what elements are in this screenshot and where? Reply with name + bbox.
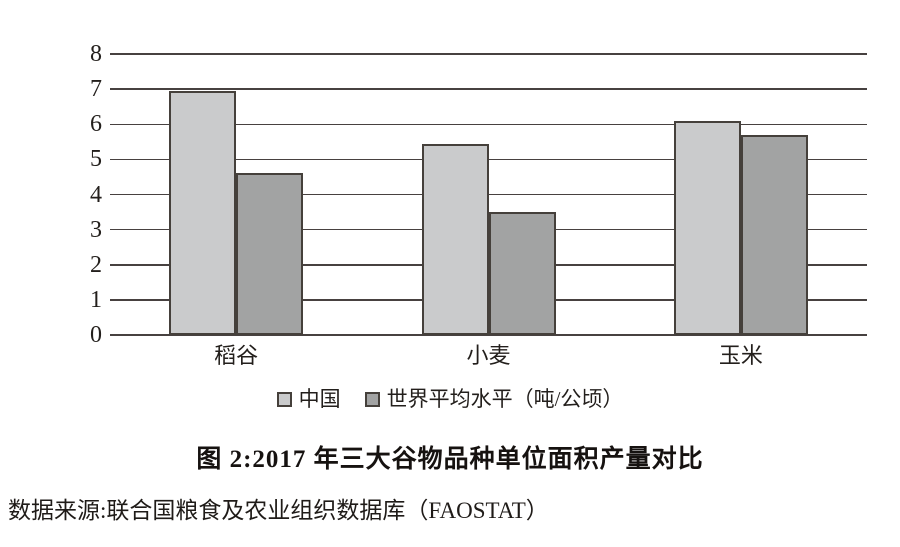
gridline-7	[110, 88, 867, 90]
bar-china-0	[169, 90, 237, 335]
x-axis-category-labels: 稻谷 小麦 玉米	[110, 341, 867, 371]
gridline-6	[110, 123, 867, 125]
plot-area	[110, 53, 867, 336]
legend-swatch-world-average	[364, 391, 380, 407]
bar-world-average-2	[740, 134, 808, 335]
category-label-2: 玉米	[718, 343, 763, 368]
gridline-4	[110, 193, 867, 196]
data-source: 数据来源:联合国粮食及农业组织数据库（FAOSTAT）	[8, 498, 549, 523]
y-tick-label-6: 6	[90, 111, 102, 138]
y-tick-label-8: 8	[90, 41, 102, 67]
gridline-5	[110, 158, 867, 161]
category-label-1: 小麦	[466, 343, 511, 368]
y-tick-label-7: 7	[90, 76, 102, 103]
y-tick-label-4: 4	[90, 181, 102, 208]
y-tick-label-1: 1	[90, 286, 102, 313]
y-tick-label-2: 2	[90, 251, 102, 278]
bar-world-average-1	[488, 212, 556, 335]
y-axis: 0 1 2 3 4 5 6 7 8	[56, 41, 102, 348]
y-tick-label-5: 5	[90, 146, 102, 173]
bar-china-2	[673, 120, 741, 335]
category-label-0: 稻谷	[214, 343, 259, 368]
gridline-0	[110, 334, 867, 336]
bar-world-average-0	[236, 173, 304, 335]
y-tick-label-3: 3	[90, 216, 102, 243]
legend: 中国 世界平均水平（吨/公顷）	[0, 386, 900, 412]
legend-label-china: 中国	[298, 387, 341, 411]
chart-title: 图 2:2017 年三大谷物品种单位面积产量对比	[196, 446, 704, 473]
y-tick-label-0: 0	[90, 322, 102, 348]
bar-china-1	[421, 143, 489, 335]
gridline-8	[110, 53, 867, 55]
legend-swatch-china	[276, 391, 292, 407]
legend-item-world-average: 世界平均水平（吨/公顷）	[364, 386, 624, 412]
legend-item-china: 中国	[276, 386, 341, 412]
legend-label-world-average: 世界平均水平（吨/公顷）	[386, 387, 624, 411]
